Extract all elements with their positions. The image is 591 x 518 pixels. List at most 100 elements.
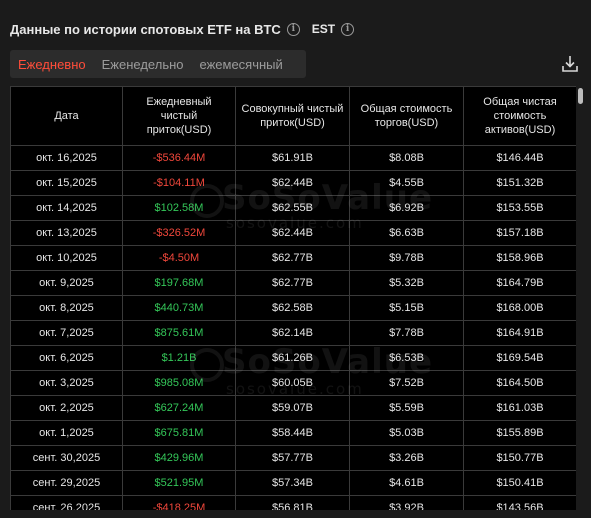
total-traded-cell: $5.59B	[349, 395, 464, 421]
net-assets-cell: $158.96B	[463, 245, 576, 271]
cumulative-inflow-cell: $62.77B	[235, 245, 350, 271]
daily-inflow-cell: $102.58M	[122, 195, 236, 221]
net-assets-cell: $164.91B	[463, 320, 576, 346]
date-cell: окт. 9,2025	[10, 270, 123, 296]
date-cell: окт. 15,2025	[10, 170, 123, 196]
cumulative-inflow-cell: $60.05B	[235, 370, 350, 396]
net-assets-cell: $153.55B	[463, 195, 576, 221]
daily-inflow-cell: -$104.11M	[122, 170, 236, 196]
table-row[interactable]: окт. 6,2025 $1.21B $61.26B $6.53B $169.54B	[10, 345, 576, 371]
page-title: Данные по истории спотовых ETF на BTC	[10, 21, 281, 37]
table-header-row: Дата Ежедневный чистый приток(USD) Совок…	[10, 86, 576, 146]
column-header-total-traded[interactable]: Общая стоимость торгов(USD)	[349, 86, 464, 146]
net-assets-cell: $169.54B	[463, 345, 576, 371]
table-row[interactable]: сент. 26,2025 -$418.25M $56.81B $3.92B $143.…	[10, 495, 576, 510]
column-header-net-assets[interactable]: Общая чистая стоимость активов(USD)	[463, 86, 576, 146]
table-row[interactable]: окт. 2,2025 $627.24M $59.07B $5.59B $161.03B	[10, 395, 576, 421]
total-traded-cell: $7.52B	[349, 370, 464, 396]
daily-inflow-cell: $521.95M	[122, 470, 236, 496]
table-row[interactable]: окт. 7,2025 $875.61M $62.14B $7.78B $164.91B	[10, 320, 576, 346]
column-header-date[interactable]: Дата	[10, 86, 123, 146]
timezone-info-icon[interactable]: i	[341, 22, 355, 36]
total-traded-cell: $8.08B	[349, 145, 464, 171]
table-row[interactable]: окт. 15,2025 -$104.11M $62.44B $4.55B $151.3…	[10, 170, 576, 196]
column-header-cumulative-inflow[interactable]: Совокупный чистый приток(USD)	[235, 86, 350, 146]
cumulative-inflow-cell: $62.14B	[235, 320, 350, 346]
table-row[interactable]: окт. 1,2025 $675.81M $58.44B $5.03B $155.89B	[10, 420, 576, 446]
daily-inflow-cell: $985.08M	[122, 370, 236, 396]
date-cell: окт. 3,2025	[10, 370, 123, 396]
table-row[interactable]: окт. 16,2025 -$536.44M $61.91B $8.08B $146.4…	[10, 145, 576, 171]
net-assets-cell: $161.03B	[463, 395, 576, 421]
date-cell: окт. 6,2025	[10, 345, 123, 371]
total-traded-cell: $6.92B	[349, 195, 464, 221]
date-cell: сент. 30,2025	[10, 445, 123, 471]
etf-history-table-container[interactable]: Дата Ежедневный чистый приток(USD) Совок…	[10, 86, 576, 510]
daily-inflow-cell: -$4.50M	[122, 245, 236, 271]
total-traded-cell: $5.03B	[349, 420, 464, 446]
total-traded-cell: $6.63B	[349, 220, 464, 246]
date-cell: окт. 16,2025	[10, 145, 123, 171]
etf-history-table: Дата Ежедневный чистый приток(USD) Совок…	[10, 86, 576, 510]
download-icon[interactable]	[560, 54, 580, 74]
daily-inflow-cell: $440.73M	[122, 295, 236, 321]
table-row[interactable]: сент. 29,2025 $521.95M $57.34B $4.61B $150.4…	[10, 470, 576, 496]
net-assets-cell: $150.41B	[463, 470, 576, 496]
net-assets-cell: $146.44B	[463, 145, 576, 171]
date-cell: окт. 14,2025	[10, 195, 123, 221]
table-scrollbar[interactable]	[578, 86, 583, 510]
daily-inflow-cell: $429.96M	[122, 445, 236, 471]
cumulative-inflow-cell: $62.58B	[235, 295, 350, 321]
daily-inflow-cell: -$418.25M	[122, 495, 236, 510]
cumulative-inflow-cell: $62.44B	[235, 170, 350, 196]
daily-inflow-cell: $197.68M	[122, 270, 236, 296]
tab-weekly[interactable]: Еженедельно	[101, 56, 184, 72]
period-tabs: Ежедневно Еженедельно ежемесячный	[10, 50, 306, 78]
daily-inflow-cell: -$326.52M	[122, 220, 236, 246]
cumulative-inflow-cell: $61.26B	[235, 345, 350, 371]
daily-inflow-cell: $675.81M	[122, 420, 236, 446]
daily-inflow-cell: $875.61M	[122, 320, 236, 346]
total-traded-cell: $5.15B	[349, 295, 464, 321]
total-traded-cell: $5.32B	[349, 270, 464, 296]
cumulative-inflow-cell: $61.91B	[235, 145, 350, 171]
date-cell: сент. 26,2025	[10, 495, 123, 510]
table-row[interactable]: окт. 8,2025 $440.73M $62.58B $5.15B $168.00B	[10, 295, 576, 321]
tab-daily[interactable]: Ежедневно	[18, 56, 86, 72]
cumulative-inflow-cell: $57.77B	[235, 445, 350, 471]
scrollbar-thumb[interactable]	[578, 88, 583, 104]
total-traded-cell: $9.78B	[349, 245, 464, 271]
daily-inflow-cell: $627.24M	[122, 395, 236, 421]
date-cell: окт. 2,2025	[10, 395, 123, 421]
info-icon[interactable]: i	[286, 22, 300, 36]
table-row[interactable]: окт. 10,2025 -$4.50M $62.77B $9.78B $158.96B	[10, 245, 576, 271]
table-row[interactable]: окт. 13,2025 -$326.52M $62.44B $6.63B $157.1…	[10, 220, 576, 246]
date-cell: окт. 13,2025	[10, 220, 123, 246]
tab-monthly[interactable]: ежемесячный	[199, 56, 283, 72]
total-traded-cell: $6.53B	[349, 345, 464, 371]
total-traded-cell: $3.26B	[349, 445, 464, 471]
net-assets-cell: $155.89B	[463, 420, 576, 446]
net-assets-cell: $168.00B	[463, 295, 576, 321]
net-assets-cell: $143.56B	[463, 495, 576, 510]
table-body: окт. 16,2025 -$536.44M $61.91B $8.08B $146.4…	[10, 145, 576, 510]
net-assets-cell: $164.50B	[463, 370, 576, 396]
date-cell: окт. 10,2025	[10, 245, 123, 271]
column-header-daily-inflow[interactable]: Ежедневный чистый приток(USD)	[122, 86, 236, 146]
cumulative-inflow-cell: $62.77B	[235, 270, 350, 296]
table-row[interactable]: окт. 14,2025 $102.58M $62.55B $6.92B $153.55…	[10, 195, 576, 221]
date-cell: сент. 29,2025	[10, 470, 123, 496]
cumulative-inflow-cell: $57.34B	[235, 470, 350, 496]
cumulative-inflow-cell: $56.81B	[235, 495, 350, 510]
cumulative-inflow-cell: $58.44B	[235, 420, 350, 446]
cumulative-inflow-cell: $62.44B	[235, 220, 350, 246]
daily-inflow-cell: -$536.44M	[122, 145, 236, 171]
table-row[interactable]: окт. 3,2025 $985.08M $60.05B $7.52B $164.50B	[10, 370, 576, 396]
table-row[interactable]: сент. 30,2025 $429.96M $57.77B $3.26B $150.7…	[10, 445, 576, 471]
total-traded-cell: $3.92B	[349, 495, 464, 510]
table-row[interactable]: окт. 9,2025 $197.68M $62.77B $5.32B $164.79B	[10, 270, 576, 296]
date-cell: окт. 7,2025	[10, 320, 123, 346]
net-assets-cell: $157.18B	[463, 220, 576, 246]
total-traded-cell: $4.61B	[349, 470, 464, 496]
date-cell: окт. 8,2025	[10, 295, 123, 321]
